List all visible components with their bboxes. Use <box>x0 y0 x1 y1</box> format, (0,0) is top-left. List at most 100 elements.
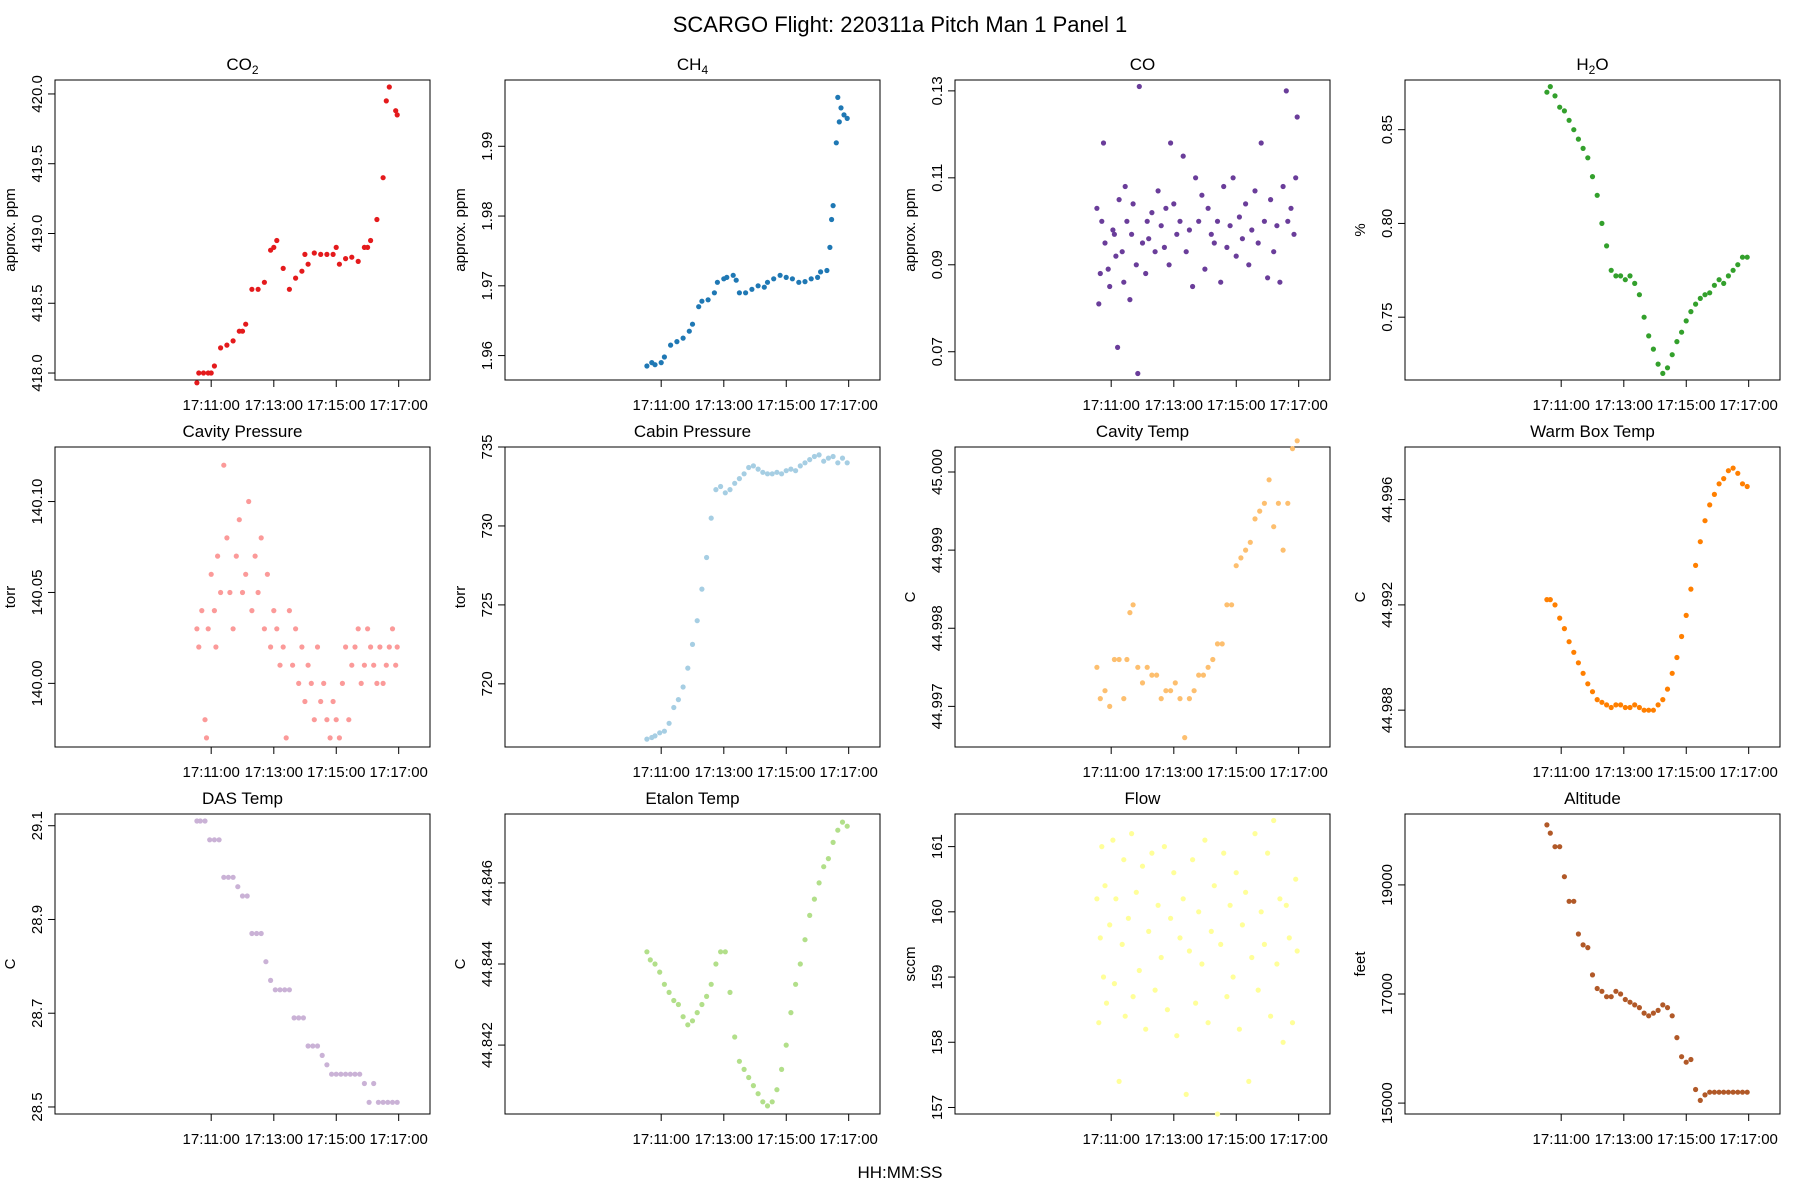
data-point <box>755 283 761 289</box>
panel-title-subscript: 4 <box>701 63 708 77</box>
data-point <box>199 608 205 614</box>
data-point <box>361 662 367 668</box>
data-point <box>1547 830 1553 836</box>
data-point <box>291 1015 297 1021</box>
data-point <box>1113 253 1119 259</box>
data-point <box>233 553 239 559</box>
data-point <box>324 717 330 723</box>
data-point <box>308 680 314 687</box>
data-point <box>1233 563 1239 569</box>
data-point <box>1557 844 1563 850</box>
data-point <box>1283 88 1289 94</box>
data-point <box>361 1080 367 1087</box>
data-point <box>1702 518 1708 524</box>
data-point <box>793 468 799 474</box>
data-point <box>355 626 361 632</box>
data-point <box>764 1103 771 1109</box>
data-point <box>330 251 336 257</box>
data-point <box>343 1071 349 1077</box>
data-point <box>1679 1054 1685 1060</box>
panel-title: Etalon Temp <box>645 789 739 808</box>
data-point <box>389 626 396 632</box>
data-point <box>1247 539 1253 545</box>
data-point <box>1116 1078 1122 1084</box>
data-point <box>1285 218 1291 224</box>
data-point <box>1174 1033 1180 1039</box>
data-points <box>194 84 400 386</box>
data-point <box>1186 948 1192 954</box>
data-point <box>1111 981 1117 987</box>
data-point <box>310 1043 316 1049</box>
data-point <box>1632 702 1638 708</box>
data-point <box>1266 477 1272 483</box>
data-point <box>305 1043 311 1049</box>
data-point <box>1547 84 1553 90</box>
data-point <box>1102 883 1108 889</box>
data-point <box>1214 1111 1221 1117</box>
data-point <box>1152 249 1158 255</box>
data-point <box>1660 697 1666 703</box>
x-tick-label: 17:11:00 <box>1533 397 1590 414</box>
data-point <box>1100 140 1107 146</box>
data-point <box>1182 735 1188 741</box>
data-point <box>844 460 850 466</box>
data-point <box>358 680 364 687</box>
data-point <box>1707 290 1713 296</box>
data-point <box>1544 822 1550 828</box>
data-points <box>194 818 400 1105</box>
data-point <box>821 458 827 464</box>
data-point <box>1599 699 1605 705</box>
y-tick-label: 44.999 <box>929 527 946 573</box>
x-tick-label: 17:17:00 <box>1719 764 1777 781</box>
data-point <box>203 735 210 741</box>
data-point <box>1110 837 1116 843</box>
data-point <box>1566 639 1572 645</box>
data-point <box>1599 988 1605 994</box>
x-tick-label: 17:13:00 <box>695 397 753 414</box>
data-point <box>394 1099 400 1105</box>
data-point <box>1636 704 1642 711</box>
data-point <box>1100 974 1107 980</box>
data-point <box>827 244 833 250</box>
x-tick-label: 17:11:00 <box>633 764 690 781</box>
x-tick-label: 17:11:00 <box>1083 1131 1140 1148</box>
data-point <box>1177 218 1183 224</box>
x-tick-label: 17:17:00 <box>819 397 877 414</box>
data-point <box>1274 961 1280 967</box>
y-tick-label: 1.96 <box>479 341 496 370</box>
data-point <box>779 1066 785 1072</box>
panel-cavity-pressure: Cavity Pressure torr 140.00 140.05 140.10 17:… <box>2 422 431 781</box>
panel-title-subscript: 2 <box>1589 63 1596 77</box>
data-point <box>254 930 260 937</box>
data-point <box>1280 547 1286 553</box>
data-point <box>1158 696 1164 702</box>
data-point <box>644 736 650 742</box>
data-point <box>1208 928 1214 935</box>
data-point <box>336 261 342 267</box>
data-point <box>764 471 771 477</box>
panel-ch4: CH4 approx. ppm 1.96 1.97 1.98 1.99 17:11:00 17… <box>452 55 881 414</box>
data-points <box>1094 438 1300 741</box>
data-point <box>685 1022 691 1028</box>
data-point <box>1161 844 1167 850</box>
data-point <box>357 1071 363 1077</box>
panel-warm-box-temp: Warm Box Temp C 44.988 44.992 44.996 17:11:00… <box>1352 422 1781 781</box>
y-axis-label: approx. ppm <box>2 188 19 271</box>
data-point <box>1632 1002 1638 1008</box>
data-point <box>1688 586 1694 592</box>
data-point <box>1683 318 1689 324</box>
x-tick-label: 17:13:00 <box>1595 1131 1653 1148</box>
data-point <box>1243 547 1249 553</box>
data-point <box>1257 508 1263 514</box>
data-point <box>1622 996 1628 1003</box>
data-point <box>666 989 672 996</box>
data-point <box>208 370 214 376</box>
x-tick-label: 17:15:00 <box>1207 1131 1265 1148</box>
x-tick-label: 17:11:00 <box>1533 764 1590 781</box>
data-point <box>1261 941 1267 948</box>
data-point <box>1669 670 1675 676</box>
data-point <box>1224 994 1230 1000</box>
data-point <box>1265 850 1271 856</box>
data-point <box>1149 672 1155 678</box>
data-point <box>302 698 308 705</box>
